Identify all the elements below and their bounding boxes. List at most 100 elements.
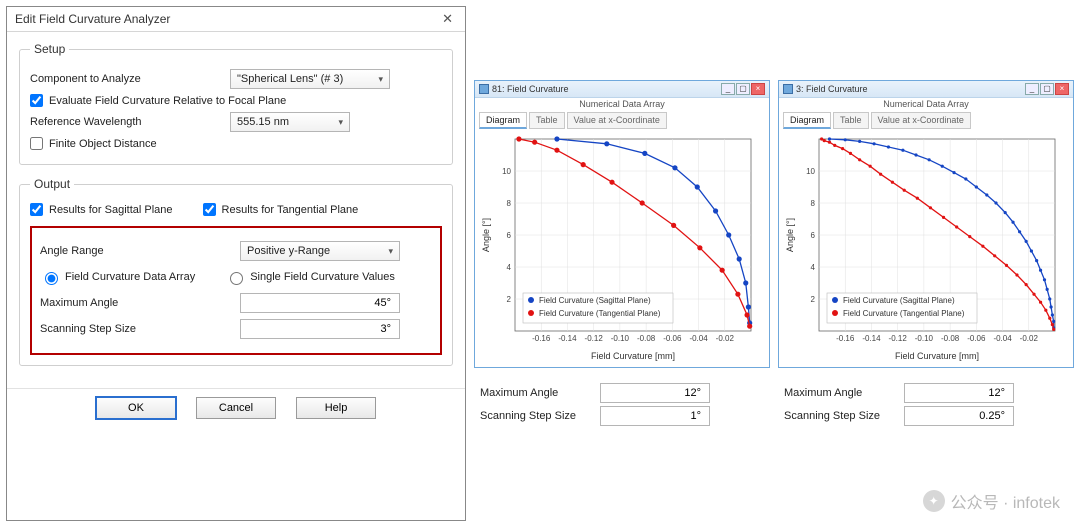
ref-wavelength-value: 555.15 nm [237, 116, 289, 128]
radio-single-values[interactable]: Single Field Curvature Values [225, 269, 395, 285]
svg-text:Field Curvature (Sagittal Plan: Field Curvature (Sagittal Plane) [539, 296, 651, 305]
tangential-label: Results for Tangential Plane [222, 204, 359, 216]
radio-data-array-label: Field Curvature Data Array [65, 271, 195, 283]
svg-text:-0.02: -0.02 [1020, 334, 1039, 343]
max-angle-input[interactable] [600, 383, 710, 403]
svg-text:-0.16: -0.16 [836, 334, 855, 343]
step-label: Scanning Step Size [784, 410, 904, 422]
radio-data-array[interactable]: Field Curvature Data Array [40, 269, 195, 285]
watermark-text: 公众号 · infotek [951, 489, 1060, 513]
svg-text:Field Curvature (Tangential Pl: Field Curvature (Tangential Plane) [843, 309, 965, 318]
step-input[interactable] [904, 406, 1014, 426]
svg-text:10: 10 [502, 167, 511, 176]
radio-data-array-input[interactable] [45, 272, 58, 285]
dialog-field-curvature-analyzer: Edit Field Curvature Analyzer ✕ Setup Co… [6, 6, 466, 521]
plot-tabs: DiagramTableValue at x-Coordinate [475, 110, 769, 129]
tab-diagram[interactable]: Diagram [783, 112, 831, 129]
chevron-down-icon: ▾ [338, 117, 343, 128]
finite-object-label: Finite Object Distance [49, 138, 157, 150]
step-input[interactable] [240, 319, 400, 339]
ok-button[interactable]: OK [96, 397, 176, 419]
component-value: "Spherical Lens" (# 3) [237, 73, 343, 85]
svg-text:2: 2 [811, 295, 816, 304]
eval-relative-label: Evaluate Field Curvature Relative to Foc… [49, 95, 286, 107]
component-combo[interactable]: "Spherical Lens" (# 3) ▾ [230, 69, 390, 89]
svg-text:-0.06: -0.06 [967, 334, 986, 343]
svg-text:4: 4 [811, 263, 816, 272]
plot-canvas: -0.16-0.14-0.12-0.10-0.08-0.06-0.04-0.02… [475, 129, 769, 367]
tab-value at x-coordinate[interactable]: Value at x-Coordinate [871, 112, 971, 129]
plot-title: 81: Field Curvature [492, 84, 569, 94]
svg-text:-0.14: -0.14 [558, 334, 577, 343]
setup-group: Setup Component to Analyze "Spherical Le… [19, 42, 453, 165]
radio-single-values-label: Single Field Curvature Values [250, 271, 395, 283]
figure-params: Maximum Angle Scanning Step Size [474, 376, 770, 431]
highlighted-params: Angle Range Positive y-Range ▾ Field Cur… [30, 226, 442, 355]
svg-text:-0.10: -0.10 [915, 334, 934, 343]
window-icon [783, 84, 793, 94]
plot-title: 3: Field Curvature [796, 84, 868, 94]
tangential-input[interactable] [203, 203, 216, 216]
angle-range-combo[interactable]: Positive y-Range ▾ [240, 241, 400, 261]
max-angle-label: Maximum Angle [480, 387, 600, 399]
finite-object-input[interactable] [30, 137, 43, 150]
sagittal-checkbox[interactable]: Results for Sagittal Plane [30, 203, 173, 216]
tab-diagram[interactable]: Diagram [479, 112, 527, 129]
svg-text:4: 4 [507, 263, 512, 272]
svg-text:-0.12: -0.12 [889, 334, 908, 343]
eval-relative-checkbox[interactable]: Evaluate Field Curvature Relative to Foc… [30, 94, 442, 107]
svg-text:2: 2 [507, 295, 512, 304]
close-icon[interactable]: ✕ [438, 11, 457, 27]
step-input[interactable] [600, 406, 710, 426]
tangential-checkbox[interactable]: Results for Tangential Plane [203, 203, 359, 216]
max-angle-input[interactable] [240, 293, 400, 313]
eval-relative-input[interactable] [30, 94, 43, 107]
svg-text:-0.14: -0.14 [862, 334, 881, 343]
radio-single-values-input[interactable] [230, 272, 243, 285]
step-label: Scanning Step Size [480, 410, 600, 422]
window-icon [479, 84, 489, 94]
svg-text:-0.02: -0.02 [716, 334, 735, 343]
finite-object-checkbox[interactable]: Finite Object Distance [30, 137, 442, 150]
angle-range-label: Angle Range [40, 245, 240, 257]
watermark: ✦ 公众号 · infotek [923, 489, 1060, 513]
output-group: Output Results for Sagittal Plane Result… [19, 177, 453, 366]
component-label: Component to Analyze [30, 73, 230, 85]
plot-titlebar: 3: Field Curvature _▢× [779, 81, 1073, 98]
setup-legend: Setup [30, 42, 69, 56]
figure-2-column: 3: Field Curvature _▢× Numerical Data Ar… [778, 80, 1074, 431]
plot-canvas: -0.16 -0.14 -0.12 -0.10 -0.08 -0.06 -0.04 -0.02… [779, 129, 1073, 367]
svg-text:Field Curvature (Sagittal Plan: Field Curvature (Sagittal Plane) [843, 296, 955, 305]
window-buttons: _▢× [1024, 83, 1069, 95]
max-angle-label: Maximum Angle [784, 387, 904, 399]
sagittal-input[interactable] [30, 203, 43, 216]
svg-text:8: 8 [507, 199, 512, 208]
tab-value at x-coordinate[interactable]: Value at x-Coordinate [567, 112, 667, 129]
svg-text:-0.16: -0.16 [532, 334, 551, 343]
figure-1-column: 81: Field Curvature _▢× Numerical Data A… [474, 80, 770, 431]
cancel-button[interactable]: Cancel [196, 397, 276, 419]
chevron-down-icon: ▾ [388, 246, 393, 257]
svg-text:-0.04: -0.04 [993, 334, 1012, 343]
step-label: Scanning Step Size [40, 323, 240, 335]
plot-subtitle: Numerical Data Array [475, 98, 769, 110]
svg-text:-0.08: -0.08 [941, 334, 960, 343]
svg-text:-0.12: -0.12 [585, 334, 604, 343]
tab-table[interactable]: Table [529, 112, 565, 129]
ref-wavelength-label: Reference Wavelength [30, 116, 230, 128]
dialog-titlebar: Edit Field Curvature Analyzer ✕ [7, 7, 465, 32]
chevron-down-icon: ▾ [378, 74, 383, 85]
svg-text:6: 6 [811, 231, 816, 240]
sagittal-label: Results for Sagittal Plane [49, 204, 173, 216]
svg-text:8: 8 [811, 199, 816, 208]
svg-text:6: 6 [507, 231, 512, 240]
tab-table[interactable]: Table [833, 112, 869, 129]
help-button[interactable]: Help [296, 397, 376, 419]
svg-text:10: 10 [806, 167, 815, 176]
figure-params: Maximum Angle Scanning Step Size [778, 376, 1074, 431]
svg-text:Field Curvature [mm]: Field Curvature [mm] [895, 351, 979, 361]
ref-wavelength-combo[interactable]: 555.15 nm ▾ [230, 112, 350, 132]
svg-text:Field Curvature (Tangential Pl: Field Curvature (Tangential Plane) [539, 309, 661, 318]
max-angle-input[interactable] [904, 383, 1014, 403]
plot-titlebar: 81: Field Curvature _▢× [475, 81, 769, 98]
